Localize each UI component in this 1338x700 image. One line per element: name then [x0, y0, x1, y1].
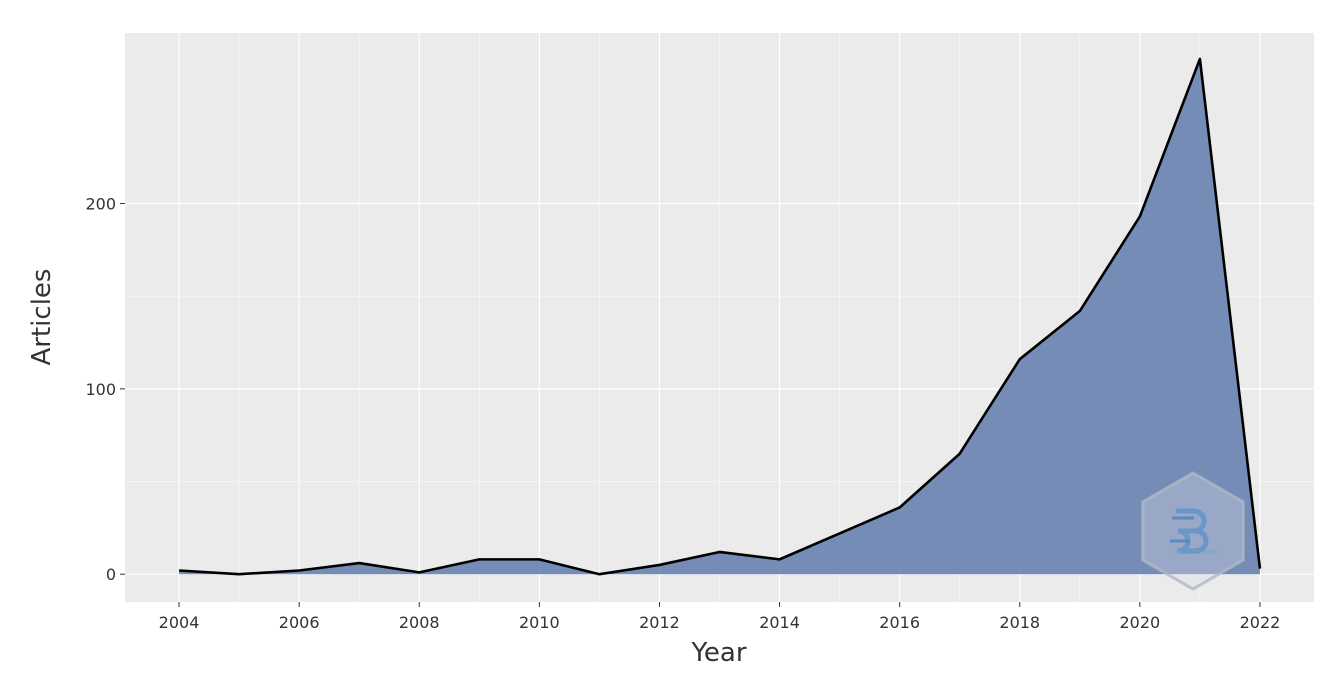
series-area	[179, 58, 1260, 575]
x-tick-label: 2016	[879, 613, 920, 632]
y-tick-label: 100	[85, 380, 116, 399]
bibliometrix-logo: bibliometrix	[1141, 471, 1245, 591]
x-tick-label: 2022	[1240, 613, 1281, 632]
x-tick-label: 2008	[399, 613, 440, 632]
y-axis-title: Articles	[27, 269, 57, 366]
x-tick-label: 2004	[159, 613, 200, 632]
x-axis-title: Year	[690, 638, 746, 668]
x-tick-label: 2012	[639, 613, 680, 632]
series-line	[178, 57, 1262, 576]
data-layer	[178, 57, 1262, 576]
x-tick-label: 2014	[759, 613, 800, 632]
x-tick-label: 2010	[519, 613, 560, 632]
x-tick-label: 2006	[279, 613, 320, 632]
x-tick-label: 2020	[1119, 613, 1160, 632]
y-tick-label: 200	[85, 195, 116, 214]
axes: 2004 2006 2008 2010 2012 2014 2016 2018 2020 2022…	[85, 195, 1280, 632]
y-tick-label: 0	[106, 565, 116, 584]
logo-b-bars	[1170, 516, 1194, 543]
logo-text: bibliometrix	[1175, 548, 1217, 556]
x-tick-label: 2018	[999, 613, 1040, 632]
